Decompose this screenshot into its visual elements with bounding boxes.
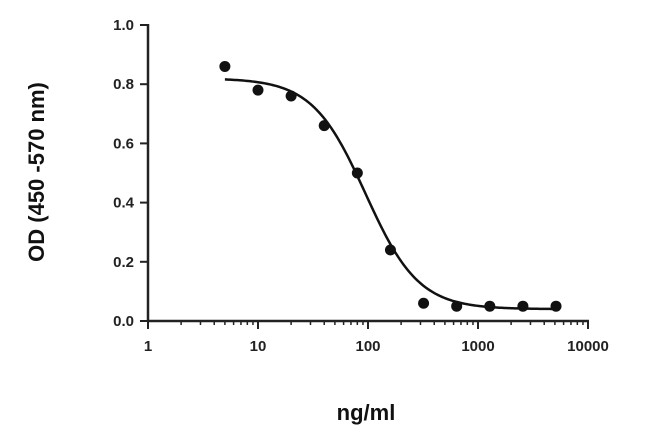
y-tick-label: 0.6 [113, 135, 134, 152]
data-point [351, 167, 363, 179]
y-tick-label: 0.0 [113, 313, 134, 330]
data-point [484, 300, 496, 312]
x-axis-title: ng/ml [337, 400, 396, 425]
x-axis-ticks: 1 10 100 1000 10000 [144, 321, 609, 355]
data-point [318, 120, 330, 132]
data-point [550, 300, 562, 312]
data-point [219, 60, 231, 72]
data-point [285, 90, 297, 102]
y-tick-label: 0.8 [113, 76, 134, 93]
y-tick-label: 0.2 [113, 254, 134, 271]
axes [146, 24, 589, 323]
x-tick-label: 1000 [461, 338, 494, 355]
data-point [517, 300, 529, 312]
y-tick-label: 0.4 [113, 195, 135, 212]
data-points-layer [219, 60, 562, 312]
data-point [418, 297, 430, 309]
fit-curve-layer [224, 78, 557, 311]
y-axis-ticks: 0.0 0.2 0.4 0.6 0.8 1.0 [113, 17, 148, 330]
x-tick-label: 10 [250, 338, 267, 355]
y-tick-label: 1.0 [113, 17, 134, 34]
x-tick-label: 1 [144, 338, 152, 355]
x-tick-label: 10000 [567, 338, 609, 355]
fit-curve [224, 78, 557, 311]
data-point [451, 300, 463, 312]
y-axis-title: OD (450 -570 nm) [24, 82, 49, 262]
data-point [252, 84, 264, 96]
data-point [384, 244, 396, 256]
x-tick-label: 100 [355, 338, 380, 355]
